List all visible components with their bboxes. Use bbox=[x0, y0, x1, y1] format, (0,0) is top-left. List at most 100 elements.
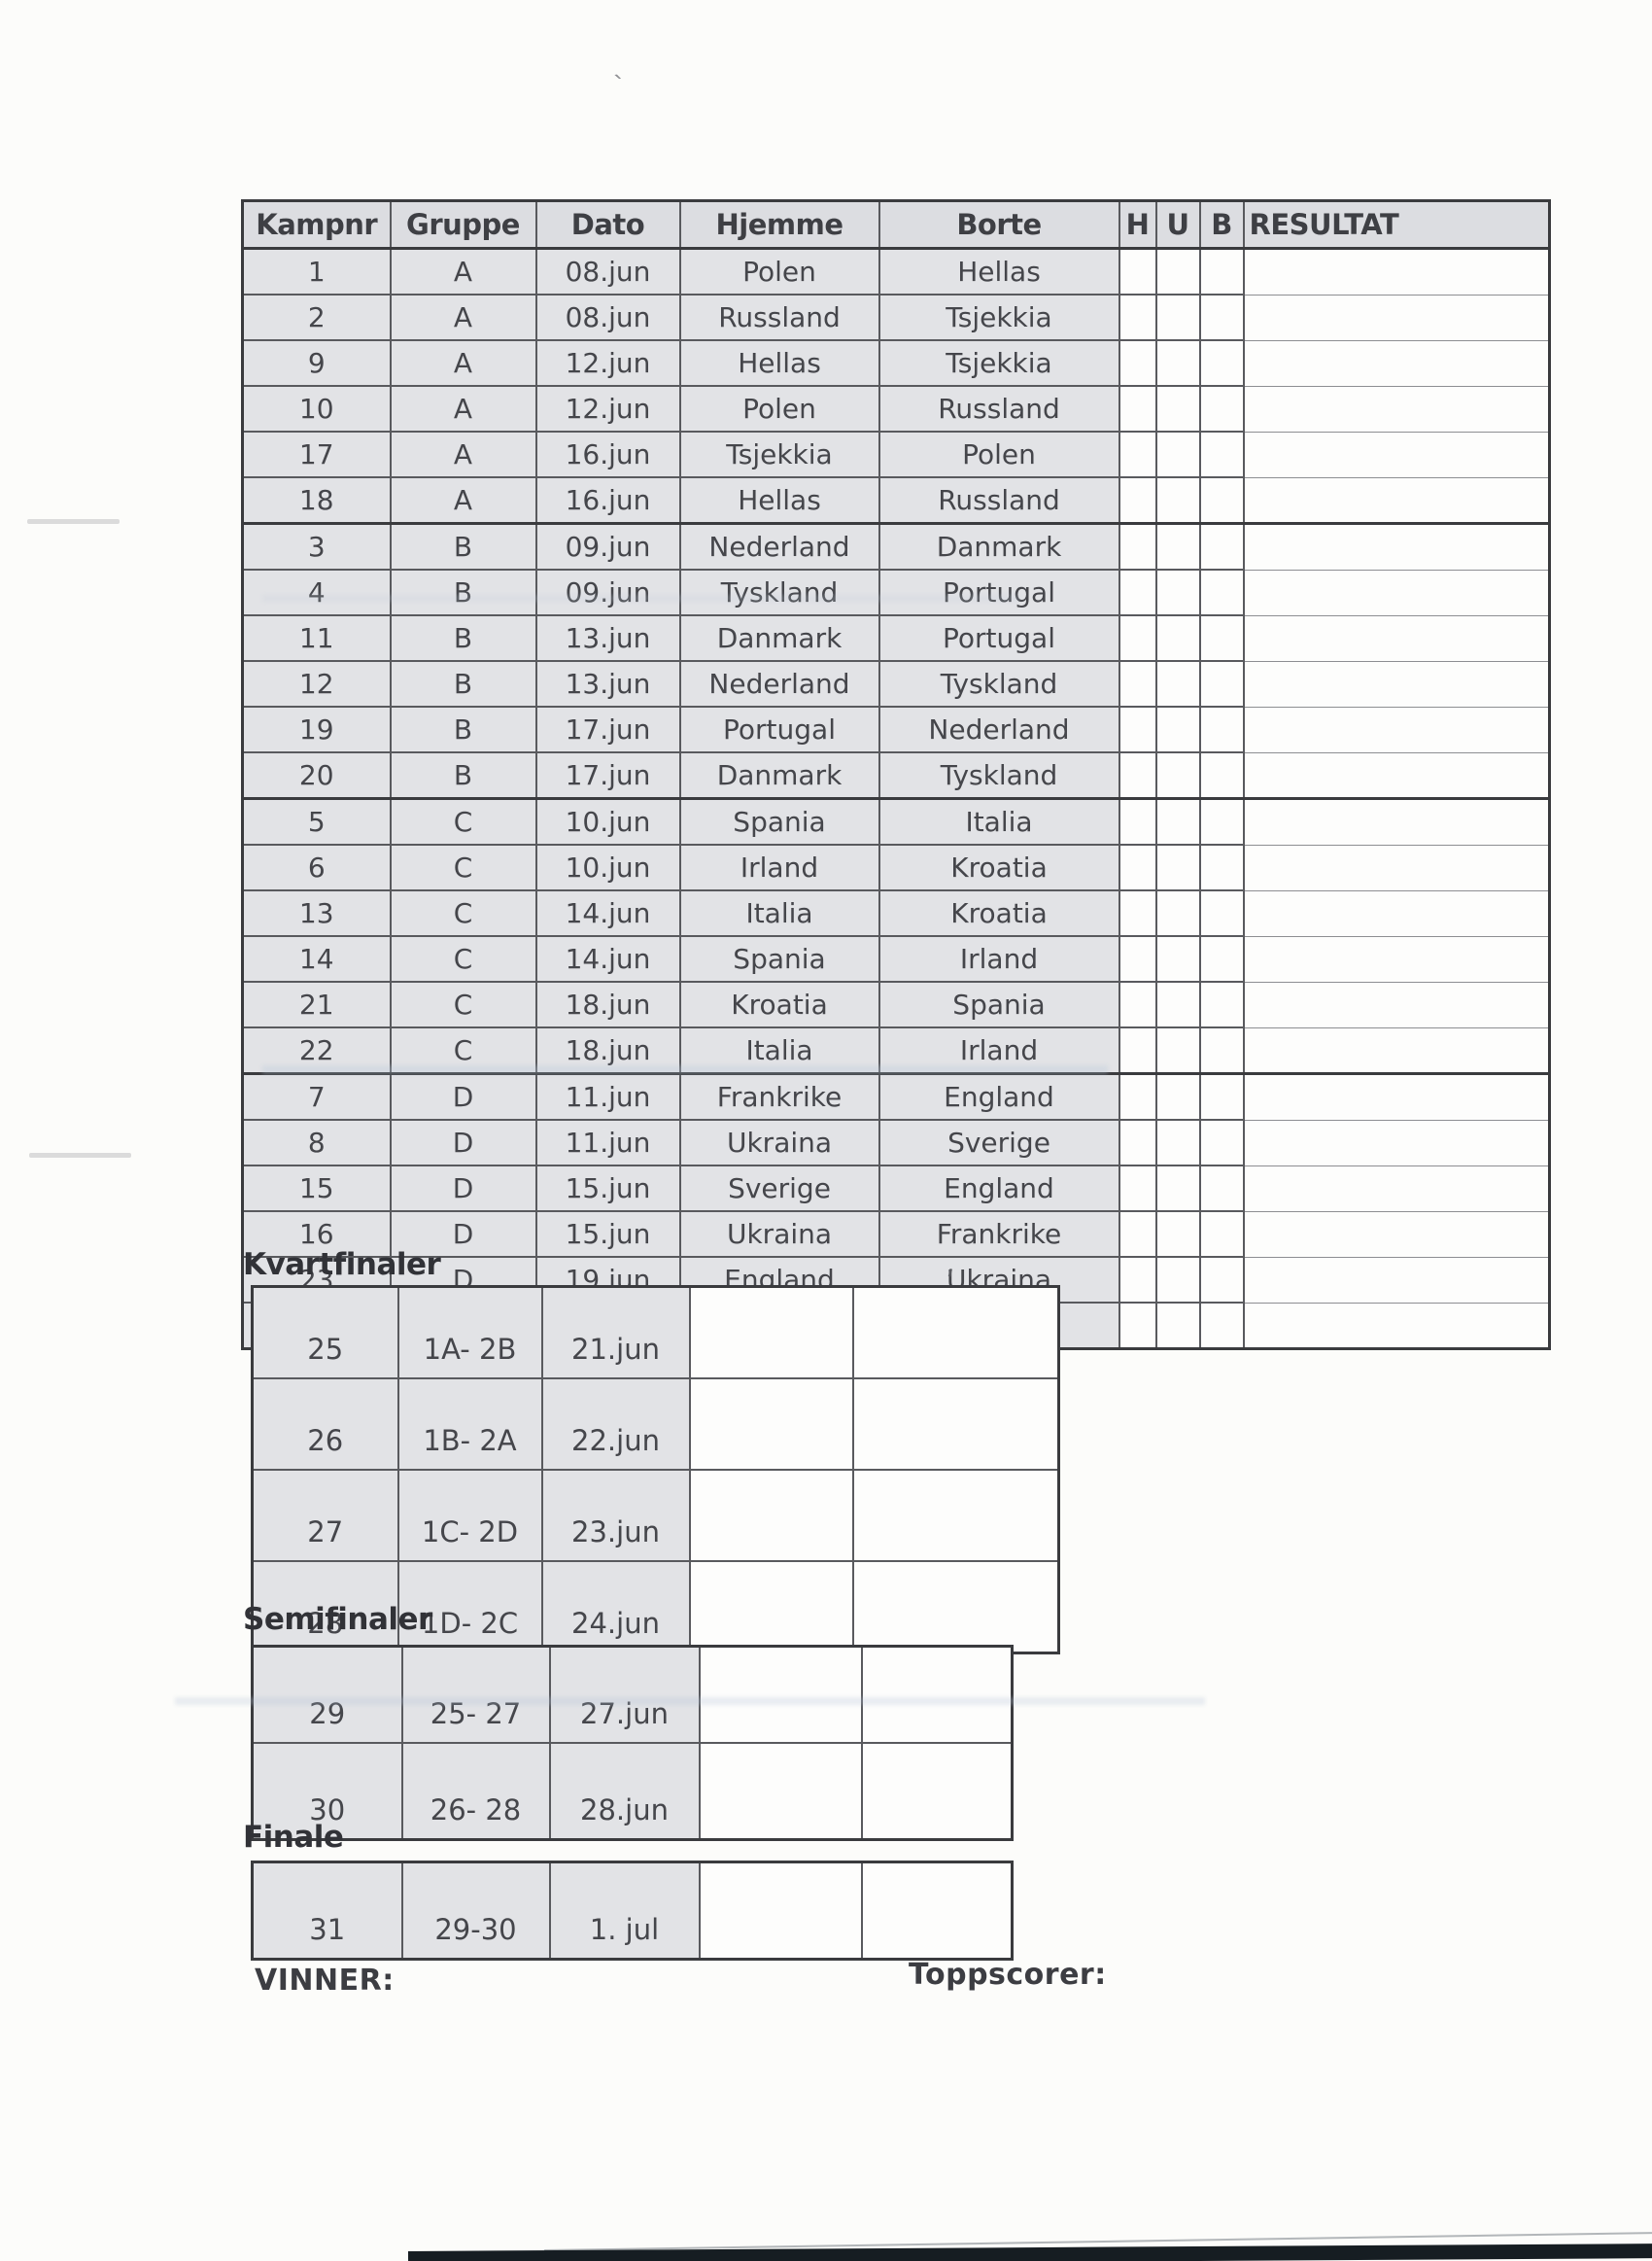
away-win-tip-cell bbox=[1198, 385, 1245, 433]
away-win-tip-cell bbox=[1198, 844, 1245, 891]
group-cell: C bbox=[389, 844, 537, 891]
home-win-tip-cell bbox=[1118, 981, 1157, 1028]
date-cell: 12.jun bbox=[534, 339, 681, 387]
home-win-tip-cell bbox=[1118, 706, 1157, 753]
winner-label: VINNER: bbox=[255, 1964, 395, 1998]
home-win-tip-cell bbox=[1118, 614, 1157, 662]
result-cell bbox=[1242, 248, 1550, 296]
away-win-tip-cell bbox=[1198, 247, 1245, 296]
date-cell: 23.jun bbox=[540, 1469, 691, 1562]
draw-tip-cell bbox=[1154, 1256, 1201, 1304]
match-number-cell: 10 bbox=[241, 385, 392, 433]
match-number-cell: 28 bbox=[251, 1560, 399, 1654]
home-win-tip-cell bbox=[1118, 1026, 1157, 1075]
group-cell: B bbox=[389, 522, 537, 571]
away-team-cell: Hellas bbox=[878, 247, 1120, 296]
group-cell: C bbox=[389, 935, 537, 983]
result-cell bbox=[1242, 1210, 1550, 1258]
date-cell: 17.jun bbox=[534, 706, 681, 753]
match-row: 7 D 11.jun Frankrike England bbox=[241, 1072, 1550, 1121]
match-number-cell: 12 bbox=[241, 660, 392, 708]
away-team-cell: Tsjekkia bbox=[878, 294, 1120, 341]
home-team-cell: Russland bbox=[678, 294, 880, 341]
result-cell bbox=[1242, 569, 1550, 616]
date-cell: 11.jun bbox=[534, 1072, 681, 1121]
match-number-cell: 5 bbox=[241, 797, 392, 846]
away-team-cell: Nederland bbox=[878, 706, 1120, 753]
away-team-cell: Russland bbox=[878, 476, 1120, 525]
result-cell bbox=[1242, 797, 1550, 846]
result-cell bbox=[1242, 476, 1550, 524]
away-team-cell: Kroatia bbox=[878, 889, 1120, 937]
date-cell: 08.jun bbox=[534, 294, 681, 341]
home-win-tip-cell bbox=[1118, 476, 1157, 525]
date-cell: 27.jun bbox=[548, 1645, 701, 1744]
away-team-cell: Italia bbox=[878, 797, 1120, 846]
away-win-tip-cell bbox=[1198, 1119, 1245, 1166]
home-win-tip-cell bbox=[1118, 889, 1157, 937]
match-number-cell: 30 bbox=[251, 1742, 403, 1841]
match-number-cell: 18 bbox=[241, 476, 392, 525]
pairing-cell: 26- 28 bbox=[400, 1742, 551, 1841]
group-cell: D bbox=[389, 1210, 537, 1258]
away-team-blank-cell bbox=[860, 1742, 1014, 1841]
result-cell bbox=[1242, 706, 1550, 753]
group-cell: A bbox=[389, 247, 537, 296]
draw-tip-cell bbox=[1154, 522, 1201, 571]
home-team-cell: Irland bbox=[678, 844, 880, 891]
draw-tip-cell bbox=[1154, 339, 1201, 387]
home-win-tip-cell bbox=[1118, 1119, 1157, 1166]
date-cell: 12.jun bbox=[534, 385, 681, 433]
result-cell bbox=[1242, 889, 1550, 937]
draw-tip-cell bbox=[1154, 1210, 1201, 1258]
away-team-cell: England bbox=[878, 1072, 1120, 1121]
group-cell: A bbox=[389, 385, 537, 433]
group-cell: D bbox=[389, 1119, 537, 1166]
date-cell: 09.jun bbox=[534, 522, 681, 571]
away-win-tip-cell bbox=[1198, 935, 1245, 983]
home-win-tip-cell bbox=[1118, 247, 1157, 296]
away-team-cell: Polen bbox=[878, 431, 1120, 478]
match-row: 3 B 09.jun Nederland Danmark bbox=[241, 522, 1550, 571]
away-win-tip-cell bbox=[1198, 339, 1245, 387]
date-cell: 14.jun bbox=[534, 935, 681, 983]
match-row: 16 D 15.jun Ukraina Frankrike bbox=[241, 1210, 1550, 1258]
match-row: 5 C 10.jun Spania Italia bbox=[241, 797, 1550, 846]
group-cell: A bbox=[389, 339, 537, 387]
match-number-cell: 1 bbox=[241, 247, 392, 296]
away-team-blank-cell bbox=[851, 1285, 1060, 1379]
match-row: 19 B 17.jun Portugal Nederland bbox=[241, 706, 1550, 753]
group-cell: B bbox=[389, 569, 537, 616]
home-team-cell: Hellas bbox=[678, 339, 880, 387]
group-cell: C bbox=[389, 889, 537, 937]
result-cell bbox=[1242, 614, 1550, 662]
date-cell: 22.jun bbox=[540, 1377, 691, 1471]
date-cell: 14.jun bbox=[534, 889, 681, 937]
away-team-cell: Kroatia bbox=[878, 844, 1120, 891]
home-team-cell: Hellas bbox=[678, 476, 880, 525]
home-team-blank-cell bbox=[688, 1560, 854, 1654]
home-team-cell: Danmark bbox=[678, 614, 880, 662]
col-header-h: H bbox=[1118, 199, 1157, 250]
match-number-cell: 9 bbox=[241, 339, 392, 387]
draw-tip-cell bbox=[1154, 385, 1201, 433]
scan-margin-mark bbox=[27, 519, 120, 524]
draw-tip-cell bbox=[1154, 706, 1201, 753]
col-header-u: U bbox=[1154, 199, 1201, 250]
home-team-cell: Nederland bbox=[678, 522, 880, 571]
draw-tip-cell bbox=[1154, 1302, 1201, 1350]
home-win-tip-cell bbox=[1118, 797, 1157, 846]
match-row: 20 B 17.jun Danmark Tyskland bbox=[241, 751, 1550, 800]
draw-tip-cell bbox=[1154, 751, 1201, 800]
away-win-tip-cell bbox=[1198, 660, 1245, 708]
match-row: 2 A 08.jun Russland Tsjekkia bbox=[241, 294, 1550, 341]
away-win-tip-cell bbox=[1198, 294, 1245, 341]
draw-tip-cell bbox=[1154, 247, 1201, 296]
date-cell: 11.jun bbox=[534, 1119, 681, 1166]
home-team-cell: Italia bbox=[678, 1026, 880, 1075]
match-row: 4 B 09.jun Tyskland Portugal bbox=[241, 569, 1550, 616]
home-win-tip-cell bbox=[1118, 1210, 1157, 1258]
home-team-cell: Ukraina bbox=[678, 1210, 880, 1258]
knockout-match-row: 27 1C- 2D 23.jun bbox=[251, 1469, 1060, 1562]
